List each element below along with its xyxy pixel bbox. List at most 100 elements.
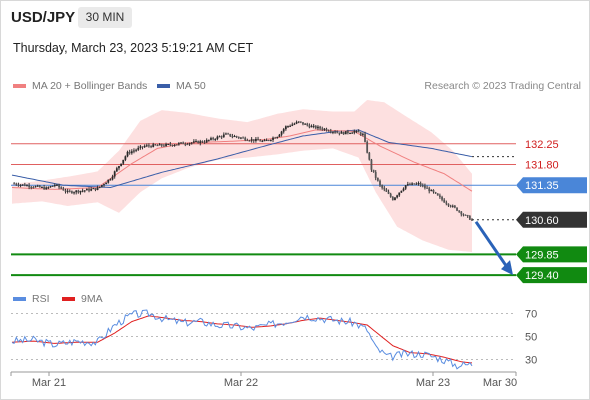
timeframe-button[interactable]: 30 MIN bbox=[78, 7, 132, 28]
candle-body bbox=[287, 126, 289, 128]
legend-ma20: MA 20 + Bollinger Bands bbox=[13, 80, 147, 92]
ma20-swatch bbox=[13, 84, 26, 88]
candle-body bbox=[169, 144, 172, 146]
candle-body bbox=[113, 171, 116, 177]
candle-body bbox=[199, 141, 202, 144]
candle-body bbox=[383, 187, 386, 190]
candle-body bbox=[417, 183, 420, 185]
candle-body bbox=[210, 138, 212, 140]
candle-body bbox=[430, 189, 433, 192]
candle-body bbox=[276, 136, 279, 138]
candle-body bbox=[361, 133, 364, 135]
rsi-tick-50: 50 bbox=[525, 332, 537, 344]
candle-body bbox=[411, 183, 413, 185]
candle-body bbox=[85, 188, 88, 191]
candle-body bbox=[156, 145, 159, 147]
candle-body bbox=[252, 139, 255, 141]
candle-body bbox=[387, 191, 390, 194]
candle-body bbox=[32, 187, 35, 189]
candle-body bbox=[280, 131, 283, 135]
candle-body bbox=[453, 205, 456, 208]
candle-body bbox=[297, 121, 300, 123]
candle-body bbox=[413, 183, 416, 185]
candle-body bbox=[177, 143, 180, 145]
candle-body bbox=[124, 156, 127, 160]
copyright-label: Research © 2023 Trading Central bbox=[424, 80, 581, 92]
candle-body bbox=[197, 140, 200, 144]
candle-body bbox=[216, 136, 219, 140]
candle-body bbox=[188, 143, 191, 145]
candle-body bbox=[23, 184, 26, 186]
candle-body bbox=[94, 188, 97, 190]
candle-body bbox=[468, 216, 471, 220]
candle-body bbox=[83, 190, 86, 192]
candle-body bbox=[325, 128, 328, 131]
candle-body bbox=[396, 195, 399, 198]
candle-body bbox=[53, 185, 56, 187]
candle-body bbox=[342, 132, 345, 135]
legend-ma50-label: MA 50 bbox=[176, 80, 206, 92]
candle-body bbox=[364, 133, 366, 142]
ma9-swatch bbox=[62, 297, 75, 301]
candle-body bbox=[135, 149, 137, 151]
level-tag-129.85 bbox=[516, 246, 587, 263]
candle-body bbox=[45, 187, 48, 190]
candle-body bbox=[269, 139, 272, 141]
candle-body bbox=[327, 130, 330, 132]
candle-body bbox=[143, 145, 146, 148]
ma50-line bbox=[11, 129, 473, 189]
candle-body bbox=[351, 132, 354, 134]
candle-body bbox=[77, 190, 80, 193]
candle-body bbox=[105, 182, 108, 185]
candle-body bbox=[98, 186, 101, 188]
candle-body bbox=[263, 140, 266, 142]
candle-body bbox=[139, 146, 142, 148]
legend-ma50: MA 50 bbox=[157, 80, 206, 92]
candle-body bbox=[180, 142, 182, 144]
level-tag-text-131.35: 131.35 bbox=[525, 180, 559, 192]
candle-body bbox=[406, 184, 409, 186]
candle-body bbox=[381, 185, 384, 188]
candle-body bbox=[349, 132, 351, 134]
candle-body bbox=[304, 123, 307, 125]
level-label-132.25: 132.25 bbox=[525, 139, 559, 151]
candle-body bbox=[374, 172, 377, 178]
candle-body bbox=[289, 125, 292, 127]
candle-body bbox=[120, 163, 123, 167]
candle-body bbox=[41, 187, 43, 189]
candle-body bbox=[449, 205, 452, 207]
candle-body bbox=[310, 126, 313, 128]
candle-body bbox=[88, 188, 90, 191]
candle-body bbox=[150, 146, 152, 148]
candle-body bbox=[314, 125, 317, 129]
candle-body bbox=[398, 192, 401, 196]
candle-body bbox=[66, 190, 69, 192]
candle-body bbox=[323, 128, 326, 130]
x-tick-label: Mar 21 bbox=[32, 377, 66, 389]
candle-body bbox=[466, 215, 469, 217]
candle-body bbox=[347, 131, 349, 134]
candle-body bbox=[246, 140, 249, 142]
candle-body bbox=[81, 190, 84, 192]
forecast-arrow-shaft bbox=[474, 220, 509, 268]
candle-body bbox=[319, 126, 321, 129]
candle-body bbox=[227, 133, 229, 135]
candle-body bbox=[471, 219, 473, 221]
candle-body bbox=[38, 185, 41, 188]
candle-body bbox=[244, 137, 247, 141]
candle-body bbox=[426, 187, 428, 189]
candle-body bbox=[432, 189, 435, 193]
level-tag-130.60 bbox=[516, 211, 587, 228]
candle-body bbox=[306, 123, 309, 126]
candle-body bbox=[385, 189, 388, 192]
candle-body bbox=[379, 180, 381, 186]
candle-body bbox=[402, 188, 405, 191]
candle-body bbox=[443, 199, 446, 203]
candle-body bbox=[130, 151, 133, 154]
candle-body bbox=[207, 139, 210, 141]
candle-body bbox=[190, 142, 193, 144]
candle-body bbox=[240, 137, 242, 139]
candle-body bbox=[128, 151, 131, 154]
candle-body bbox=[92, 188, 95, 190]
candle-body bbox=[460, 211, 463, 215]
